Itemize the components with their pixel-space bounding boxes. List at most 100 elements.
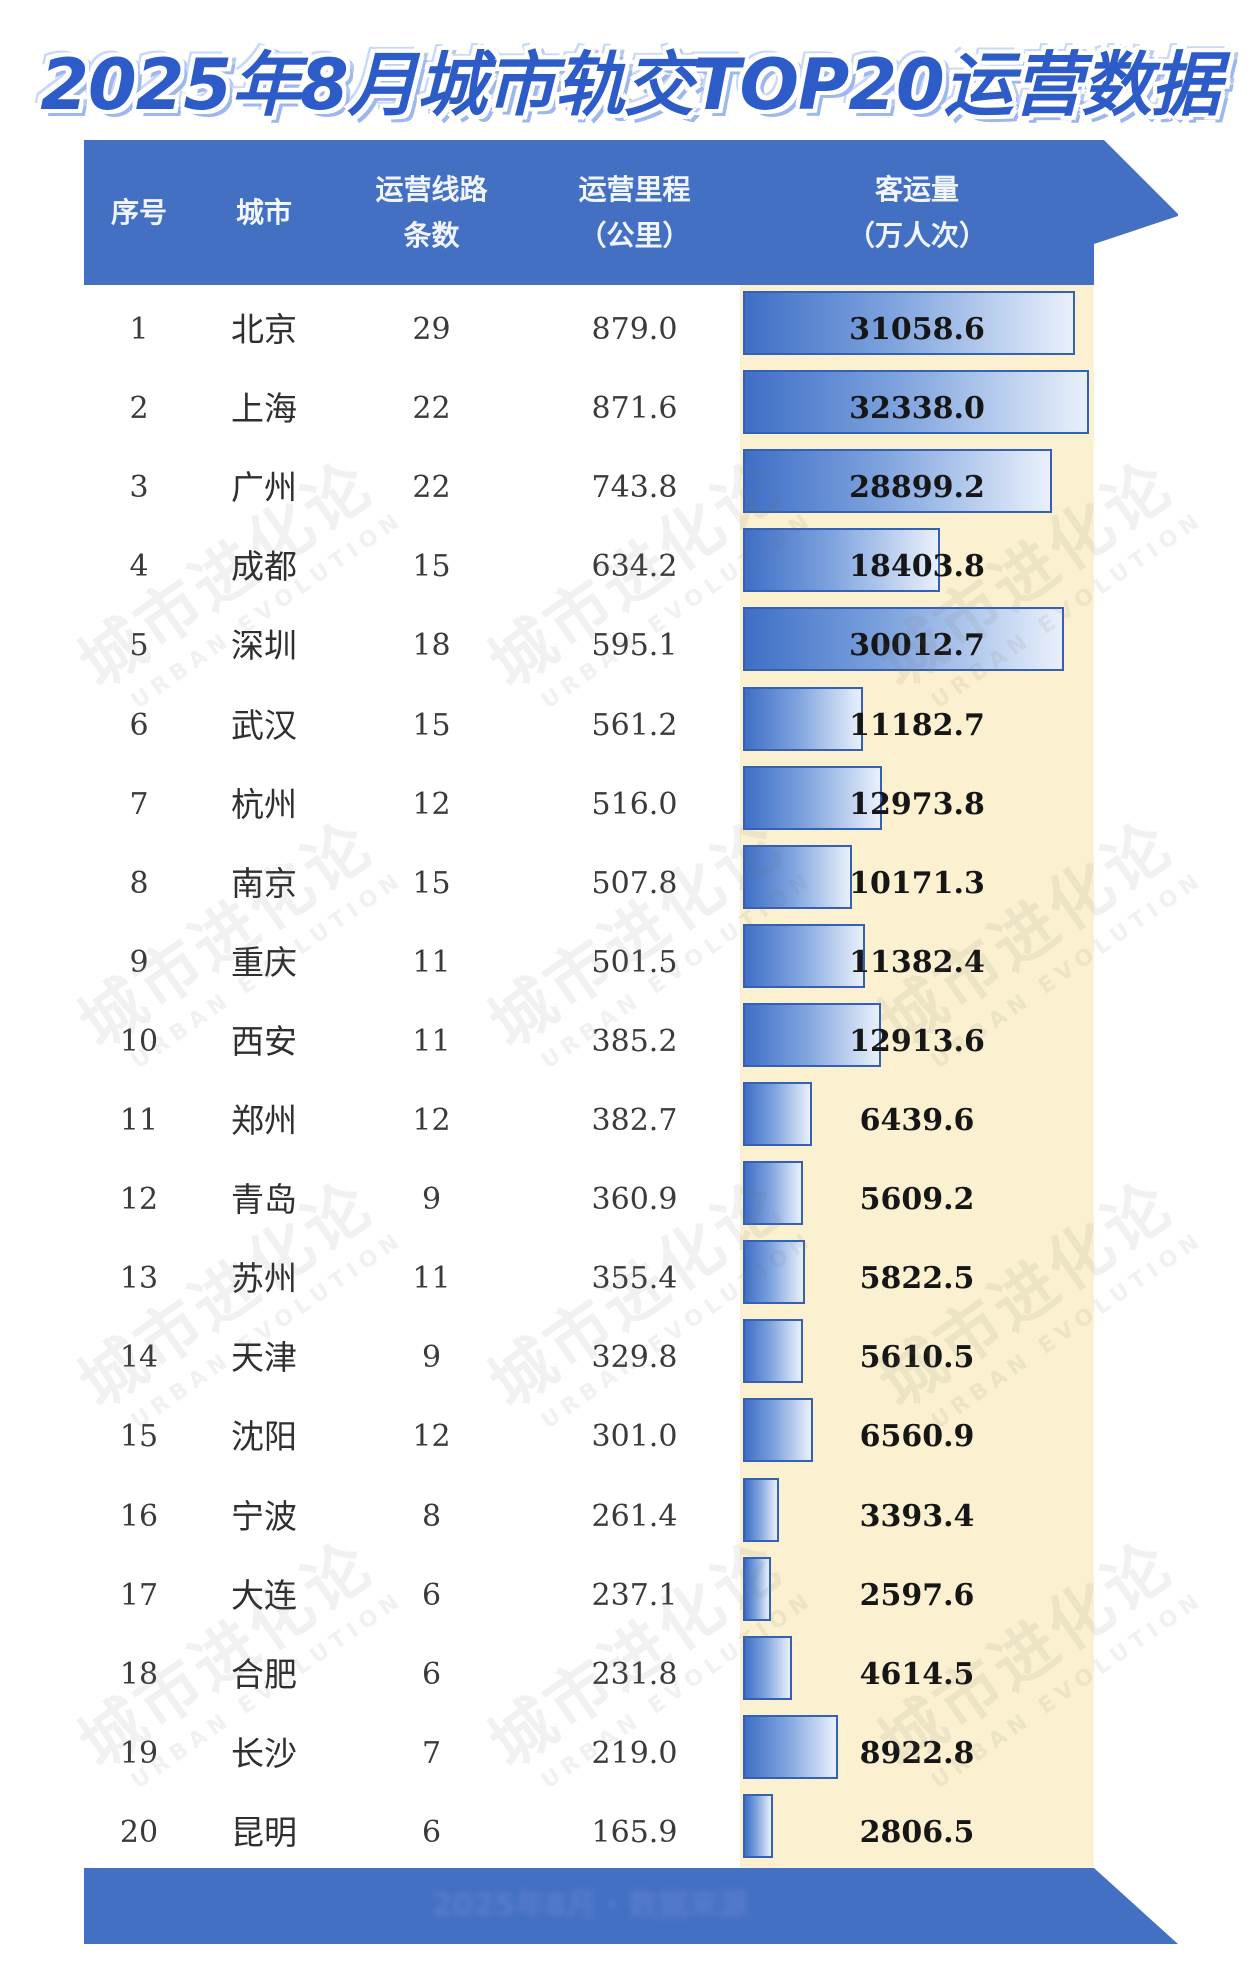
ridership-bar — [743, 1003, 881, 1067]
chart-title: 2025年8月城市轨交TOP20运营数据 — [40, 44, 1221, 126]
ridership-label: 10171.3 — [849, 866, 985, 901]
km-cell: 561.2 — [591, 708, 678, 743]
ridership-label: 30012.7 — [849, 628, 985, 663]
km-cell: 329.8 — [591, 1340, 678, 1375]
lines-cell: 9 — [421, 1182, 442, 1217]
city-cell: 天津 — [231, 1338, 297, 1377]
lines-cell: 11 — [412, 1024, 451, 1059]
rank-cell: 6 — [129, 708, 149, 743]
lines-cell: 11 — [412, 1261, 451, 1296]
rank-cell: 3 — [129, 470, 149, 505]
city-cell: 郑州 — [231, 1101, 297, 1140]
ridership-label: 2597.6 — [859, 1578, 975, 1613]
ridership-label: 4614.5 — [859, 1657, 975, 1692]
city-cell: 昆明 — [231, 1813, 297, 1852]
lines-cell: 15 — [412, 549, 451, 584]
ridership-label: 5610.5 — [859, 1340, 975, 1375]
ridership-bar — [743, 1557, 771, 1621]
lines-cell: 11 — [412, 945, 451, 980]
city-cell: 合肥 — [231, 1655, 297, 1694]
city-cell: 宁波 — [231, 1497, 297, 1536]
lines-cell: 9 — [421, 1340, 442, 1375]
km-cell: 501.5 — [591, 945, 678, 980]
km-cell: 507.8 — [591, 866, 678, 901]
city-cell: 杭州 — [231, 785, 297, 824]
header-lines: 运营线路 条数 — [375, 172, 488, 252]
ridership-bar — [743, 766, 882, 830]
lines-cell: 12 — [412, 787, 451, 822]
city-cell: 苏州 — [231, 1259, 297, 1298]
header-km: 运营里程 （公里） — [578, 172, 691, 252]
city-cell: 长沙 — [231, 1734, 297, 1773]
km-cell: 879.0 — [591, 312, 678, 347]
km-cell: 516.0 — [591, 787, 678, 822]
ridership-label: 12973.8 — [849, 787, 985, 822]
rank-cell: 13 — [119, 1261, 159, 1296]
ridership-bar — [743, 687, 863, 751]
km-cell: 355.4 — [591, 1261, 678, 1296]
table-header — [84, 140, 1094, 285]
ridership-label: 18403.8 — [849, 549, 985, 584]
ridership-label: 6439.6 — [859, 1103, 975, 1138]
header-rank: 序号 — [110, 195, 167, 229]
rank-cell: 4 — [129, 549, 149, 584]
city-cell: 成都 — [231, 547, 297, 586]
rank-cell: 14 — [119, 1340, 159, 1375]
ridership-label: 11182.7 — [849, 708, 985, 743]
rank-cell: 10 — [119, 1024, 159, 1059]
rank-cell: 18 — [119, 1657, 159, 1692]
ridership-bar — [743, 1794, 773, 1858]
ridership-bar — [743, 607, 1064, 671]
km-cell: 219.0 — [591, 1736, 678, 1771]
km-cell: 165.9 — [591, 1815, 678, 1850]
header-arrow-decoration — [1094, 140, 1178, 244]
lines-cell: 6 — [421, 1815, 442, 1850]
ridership-bar — [743, 1636, 792, 1700]
header-ridership: 客运量 （万人次） — [846, 172, 987, 252]
ridership-label: 2806.5 — [859, 1815, 975, 1850]
city-cell: 广州 — [231, 468, 297, 507]
city-cell: 大连 — [231, 1576, 297, 1615]
city-cell: 上海 — [231, 389, 297, 428]
lines-cell: 8 — [421, 1499, 442, 1534]
footer-arrow-decoration — [1094, 1868, 1178, 1944]
city-cell: 武汉 — [231, 706, 297, 745]
ridership-bar — [743, 528, 940, 592]
lines-cell: 22 — [412, 391, 451, 426]
ridership-label: 5822.5 — [859, 1261, 975, 1296]
km-cell: 382.7 — [591, 1103, 678, 1138]
city-cell: 青岛 — [231, 1180, 297, 1219]
rank-cell: 17 — [119, 1578, 159, 1613]
ridership-label: 3393.4 — [859, 1499, 975, 1534]
rank-cell: 16 — [119, 1499, 159, 1534]
city-cell: 南京 — [231, 864, 297, 903]
lines-cell: 15 — [412, 708, 451, 743]
lines-cell: 29 — [412, 312, 451, 347]
lines-cell: 6 — [421, 1657, 442, 1692]
ridership-bar — [743, 924, 865, 988]
ridership-bar — [743, 1082, 812, 1146]
lines-cell: 7 — [421, 1736, 442, 1771]
ridership-label: 32338.0 — [849, 391, 985, 426]
lines-cell: 6 — [421, 1578, 442, 1613]
rank-cell: 8 — [129, 866, 149, 901]
table-footer — [84, 1868, 1094, 1944]
lines-cell: 15 — [412, 866, 451, 901]
km-cell: 385.2 — [591, 1024, 678, 1059]
ridership-bar — [743, 370, 1089, 434]
ridership-label: 6560.9 — [859, 1419, 975, 1454]
ridership-label: 8922.8 — [859, 1736, 975, 1771]
ridership-label: 5609.2 — [859, 1182, 975, 1217]
ridership-bar — [743, 449, 1052, 513]
rank-cell: 2 — [129, 391, 149, 426]
ridership-label: 28899.2 — [849, 470, 985, 505]
ridership-label: 31058.6 — [849, 312, 985, 347]
ridership-bar — [743, 845, 852, 909]
lines-cell: 18 — [412, 628, 451, 663]
rank-cell: 19 — [119, 1736, 159, 1771]
km-cell: 743.8 — [591, 470, 678, 505]
km-cell: 360.9 — [591, 1182, 678, 1217]
ridership-bar — [743, 1715, 838, 1779]
rank-cell: 11 — [119, 1103, 159, 1138]
km-cell: 871.6 — [591, 391, 678, 426]
